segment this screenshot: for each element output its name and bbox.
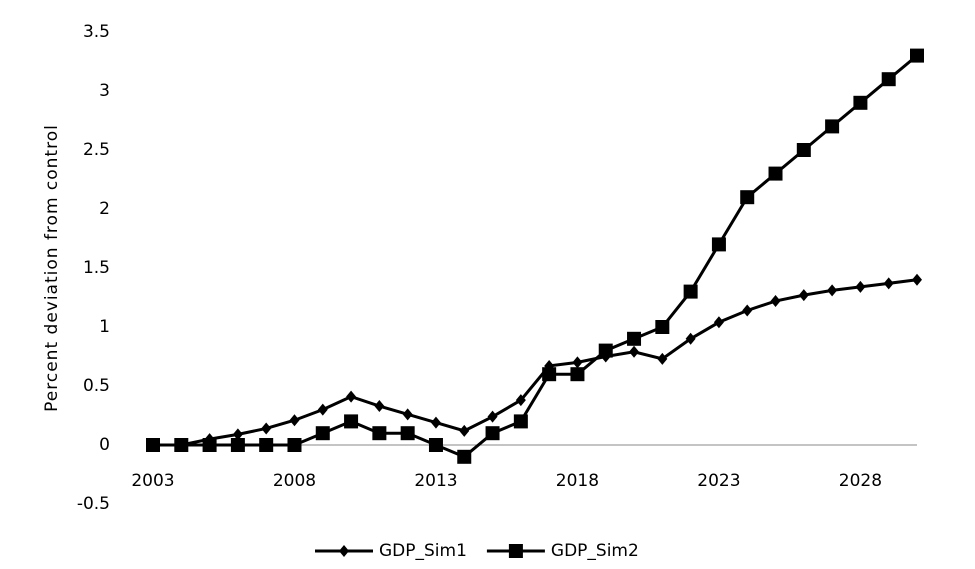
point bbox=[798, 289, 809, 302]
point bbox=[657, 352, 668, 365]
point bbox=[230, 438, 245, 452]
y-tick-label: 2.5 bbox=[83, 140, 110, 160]
point bbox=[372, 426, 387, 441]
series-line bbox=[153, 278, 918, 447]
y-axis-label: Percent deviation from control bbox=[42, 124, 62, 412]
x-tick-label: 2028 bbox=[839, 471, 882, 491]
y-tick-label: 3 bbox=[99, 81, 110, 101]
point bbox=[685, 332, 696, 345]
point bbox=[317, 403, 328, 416]
point bbox=[683, 284, 698, 299]
point bbox=[513, 414, 528, 429]
point bbox=[627, 331, 642, 346]
x-tick-label: 2008 bbox=[273, 471, 316, 491]
legend-marker bbox=[339, 545, 349, 557]
y-tick-label: -0.5 bbox=[77, 494, 110, 514]
point bbox=[570, 367, 585, 382]
point bbox=[289, 414, 300, 427]
y-tick-label: 3.5 bbox=[83, 22, 110, 42]
point bbox=[428, 438, 443, 452]
point bbox=[768, 166, 783, 181]
point bbox=[146, 438, 160, 452]
point bbox=[485, 426, 500, 441]
y-tick-label: 1 bbox=[99, 317, 110, 337]
point bbox=[287, 438, 302, 452]
point bbox=[910, 48, 924, 63]
point bbox=[796, 143, 811, 157]
x-tick-label: 2023 bbox=[697, 471, 740, 491]
point bbox=[572, 356, 583, 369]
point bbox=[261, 422, 272, 435]
point bbox=[542, 367, 557, 382]
point bbox=[202, 438, 217, 452]
y-tick-label: 0 bbox=[99, 435, 110, 455]
point bbox=[344, 414, 359, 429]
point bbox=[770, 295, 781, 308]
point bbox=[881, 72, 896, 87]
point bbox=[825, 119, 840, 134]
y-tick-label: 1.5 bbox=[83, 258, 110, 278]
point bbox=[400, 426, 415, 441]
point bbox=[629, 345, 640, 358]
point bbox=[598, 343, 613, 358]
point bbox=[374, 400, 385, 413]
y-tick-label: 2 bbox=[99, 199, 110, 219]
point bbox=[459, 424, 470, 437]
x-tick-label: 2018 bbox=[556, 471, 599, 491]
legend-label: GDP_Sim2 bbox=[551, 541, 639, 561]
point bbox=[711, 237, 726, 252]
x-tick-label: 2013 bbox=[414, 471, 457, 491]
series-line bbox=[153, 54, 918, 459]
point bbox=[853, 95, 868, 110]
point bbox=[174, 438, 189, 452]
point bbox=[827, 284, 838, 297]
point bbox=[457, 449, 472, 464]
legend-marker bbox=[508, 544, 523, 558]
point bbox=[430, 416, 441, 429]
point bbox=[655, 320, 670, 334]
point bbox=[487, 410, 498, 423]
point bbox=[740, 190, 755, 205]
point bbox=[346, 390, 357, 403]
point bbox=[402, 408, 413, 421]
point bbox=[713, 316, 724, 329]
point bbox=[912, 273, 922, 286]
point bbox=[883, 277, 894, 290]
point bbox=[315, 426, 330, 441]
point bbox=[515, 394, 526, 407]
point bbox=[259, 438, 274, 452]
x-tick-label: 2003 bbox=[131, 471, 174, 491]
y-tick-label: 0.5 bbox=[83, 376, 110, 396]
legend-label: GDP_Sim1 bbox=[379, 541, 467, 561]
point bbox=[742, 304, 753, 317]
point bbox=[855, 280, 866, 293]
point bbox=[232, 428, 243, 441]
